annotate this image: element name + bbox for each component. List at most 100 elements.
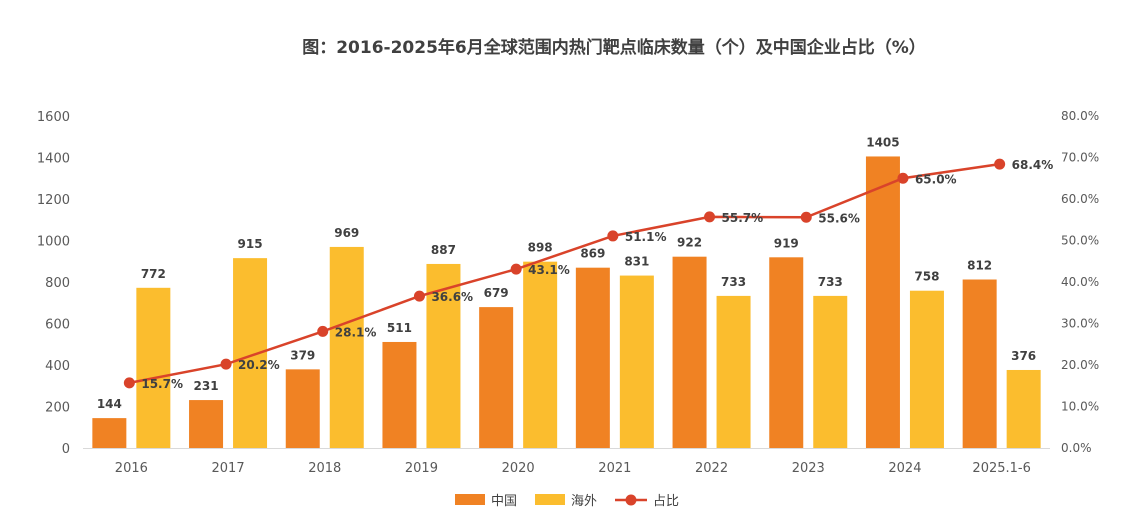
bar-china-label: 679 — [484, 286, 509, 300]
ratio-label: 28.1% — [335, 325, 377, 339]
axes: 0 200 400 600 800 1000 1200 1400 1600 0.0% 10.0% 20… — [37, 109, 1099, 476]
ratio-label: 15.7% — [141, 377, 183, 391]
ratio-label: 55.7% — [722, 211, 764, 225]
y-left-tick-label: 1600 — [37, 110, 70, 125]
y-left-tick-label: 200 — [45, 401, 70, 416]
legend-label: 中国 — [491, 494, 517, 509]
bar-china-label: 144 — [97, 397, 122, 411]
bar-overseas — [716, 295, 751, 448]
bar-overseas — [909, 290, 944, 448]
ratio-label: 65.0% — [915, 172, 957, 186]
ratio-line — [129, 162, 1000, 385]
bar-china-label: 919 — [774, 236, 799, 250]
legend-label: 占比 — [653, 494, 679, 509]
x-tick-label: 2020 — [502, 461, 535, 476]
y-left-tick-label: 1400 — [37, 152, 70, 167]
y-left-tick-label: 600 — [45, 318, 70, 333]
bar-china-label: 511 — [387, 321, 412, 335]
ratio-point — [800, 211, 812, 223]
chart-title: 图：2016-2025年6月全球范围内热门靶点临床数量（个）及中国企业占比（%） — [302, 37, 926, 58]
bar-overseas-label: 772 — [141, 267, 166, 281]
x-tick-label: 2024 — [888, 461, 921, 476]
ratio-point — [897, 172, 909, 184]
x-tick-label: 2018 — [308, 461, 341, 476]
y-right-tick-label: 70.0% — [1061, 151, 1099, 165]
bar-china-label: 231 — [194, 379, 219, 393]
ratio-point — [704, 211, 716, 223]
bar-china — [962, 279, 997, 448]
bar-china — [769, 257, 804, 448]
y-left-tick-label: 400 — [45, 359, 70, 374]
bar-overseas — [619, 275, 654, 448]
ratio-point — [413, 290, 425, 302]
bar-overseas-label: 733 — [818, 275, 843, 289]
x-tick-label: 2025.1-6 — [972, 461, 1030, 476]
y-left-tick-label: 1000 — [37, 235, 70, 250]
ratio-point — [994, 158, 1006, 170]
x-tick-label: 2019 — [405, 461, 438, 476]
y-left-tick-label: 800 — [45, 276, 70, 291]
x-tick-label: 2021 — [598, 461, 631, 476]
y-right-tick-label: 10.0% — [1061, 400, 1099, 414]
bar-china — [189, 400, 224, 448]
y-right-tick-label: 20.0% — [1061, 358, 1099, 372]
ratio-label: 43.1% — [528, 263, 570, 277]
ratio-point — [510, 263, 522, 275]
x-tick-label: 2016 — [115, 461, 148, 476]
x-tick-label: 2023 — [792, 461, 825, 476]
bar-overseas — [136, 287, 171, 448]
ratio-point — [607, 230, 619, 242]
bar-overseas-label: 915 — [238, 237, 263, 251]
y-right-tick-label: 30.0% — [1061, 317, 1099, 331]
ratio-label: 51.1% — [625, 230, 667, 244]
legend-swatch — [535, 494, 565, 505]
legend-label: 海外 — [571, 494, 597, 509]
bar-overseas-label: 831 — [624, 255, 649, 269]
x-tick-label: 2017 — [212, 461, 245, 476]
bar-china-label: 379 — [290, 348, 315, 362]
bar-overseas-label: 898 — [528, 241, 553, 255]
ratio-point — [220, 358, 232, 370]
bar-overseas-label: 969 — [334, 226, 359, 240]
bar-china — [92, 418, 127, 448]
bar-china — [865, 156, 900, 448]
bar-china-label: 869 — [580, 247, 605, 261]
bar-china-label: 1405 — [866, 135, 899, 149]
bar-overseas-label: 887 — [431, 243, 456, 257]
bars — [92, 156, 1041, 448]
y-right-tick-label: 60.0% — [1061, 192, 1099, 206]
legend-swatch — [455, 494, 485, 505]
bar-overseas — [813, 295, 848, 448]
x-tick-label: 2022 — [695, 461, 728, 476]
bar-china — [672, 256, 707, 448]
legend: 中国 海外 占比 — [455, 494, 679, 509]
ratio-label: 55.6% — [818, 211, 860, 225]
y-left-tick-label: 1200 — [37, 193, 70, 208]
y-right-tick-label: 80.0% — [1061, 109, 1099, 123]
data-labels: 144 772 231 915 379 969 511 887 679 898 869 831 922 7… — [97, 135, 1053, 411]
y-right-tick-label: 0.0% — [1061, 441, 1092, 455]
bar-overseas — [426, 263, 461, 448]
bar-china — [382, 341, 417, 448]
bar-overseas-label: 733 — [721, 275, 746, 289]
bar-china — [479, 307, 514, 448]
bar-overseas — [523, 261, 558, 448]
ratio-point — [123, 377, 135, 389]
bar-overseas-label: 376 — [1011, 349, 1036, 363]
bar-china — [285, 369, 320, 448]
bar-overseas — [329, 246, 364, 448]
ratio-label: 20.2% — [238, 358, 280, 372]
ratio-point — [317, 325, 329, 337]
ratio-line-layer — [123, 158, 1006, 389]
bar-china-label: 812 — [967, 259, 992, 273]
legend-line-marker — [625, 494, 637, 506]
ratio-label: 36.6% — [431, 290, 473, 304]
bar-china — [575, 267, 610, 448]
bar-overseas — [1006, 369, 1041, 448]
y-right-tick-label: 40.0% — [1061, 275, 1099, 289]
bar-china-label: 922 — [677, 236, 702, 250]
y-right-tick-label: 50.0% — [1061, 234, 1099, 248]
ratio-label: 68.4% — [1012, 158, 1054, 172]
y-left-tick-label: 0 — [62, 442, 70, 457]
